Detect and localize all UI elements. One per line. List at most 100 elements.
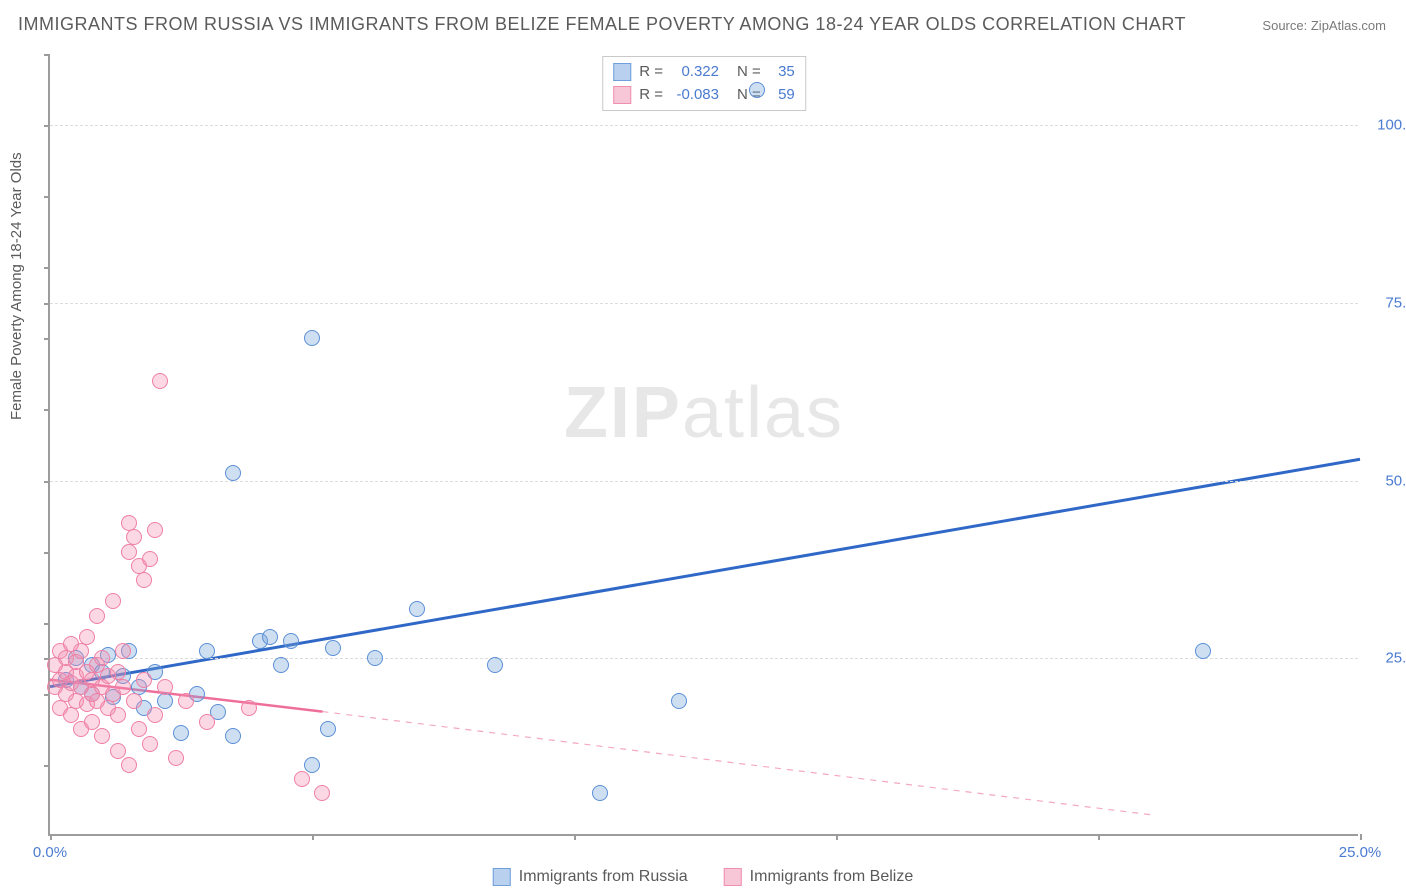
x-tick bbox=[50, 834, 52, 840]
plot-area: ZIPatlas R = 0.322 N = 35 R = -0.083 N =… bbox=[48, 54, 1358, 836]
gridline bbox=[50, 303, 1358, 304]
legend-label-belize: Immigrants from Belize bbox=[750, 868, 914, 886]
chart-container: IMMIGRANTS FROM RUSSIA VS IMMIGRANTS FRO… bbox=[0, 0, 1406, 892]
data-point-belize bbox=[79, 629, 95, 645]
data-point-russia bbox=[225, 465, 241, 481]
data-point-russia bbox=[262, 629, 278, 645]
data-point-russia bbox=[304, 757, 320, 773]
x-tick bbox=[1098, 834, 1100, 840]
data-point-belize bbox=[94, 728, 110, 744]
trend-line bbox=[50, 459, 1360, 686]
data-point-russia bbox=[409, 601, 425, 617]
data-point-russia bbox=[1195, 643, 1211, 659]
n-value-russia: 35 bbox=[769, 61, 795, 84]
data-point-belize bbox=[147, 522, 163, 538]
legend-label-russia: Immigrants from Russia bbox=[519, 868, 688, 886]
data-point-belize bbox=[314, 785, 330, 801]
legend-item-russia: Immigrants from Russia bbox=[493, 868, 688, 886]
y-tick bbox=[44, 552, 50, 554]
data-point-belize bbox=[121, 544, 137, 560]
y-tick-label: 75.0% bbox=[1368, 294, 1406, 311]
stats-row-belize: R = -0.083 N = 59 bbox=[613, 84, 795, 107]
data-point-belize bbox=[199, 714, 215, 730]
data-point-russia bbox=[199, 643, 215, 659]
y-tick bbox=[44, 765, 50, 767]
y-tick-label: 50.0% bbox=[1368, 472, 1406, 489]
x-tick bbox=[1360, 834, 1362, 840]
r-label-russia: R = bbox=[639, 61, 663, 84]
watermark-bold: ZIP bbox=[564, 373, 682, 453]
data-point-russia bbox=[367, 650, 383, 666]
x-tick bbox=[574, 834, 576, 840]
data-point-belize bbox=[110, 707, 126, 723]
data-point-belize bbox=[126, 693, 142, 709]
y-tick bbox=[44, 694, 50, 696]
data-point-belize bbox=[147, 707, 163, 723]
data-point-belize bbox=[110, 743, 126, 759]
data-point-belize bbox=[131, 721, 147, 737]
source-value: ZipAtlas.com bbox=[1311, 18, 1386, 33]
n-label-russia: N = bbox=[737, 61, 761, 84]
legend-item-belize: Immigrants from Belize bbox=[724, 868, 914, 886]
data-point-russia bbox=[157, 693, 173, 709]
data-point-russia bbox=[320, 721, 336, 737]
data-point-belize bbox=[294, 771, 310, 787]
chart-title: IMMIGRANTS FROM RUSSIA VS IMMIGRANTS FRO… bbox=[18, 14, 1186, 35]
r-value-russia: 0.322 bbox=[671, 61, 719, 84]
y-tick-label: 25.0% bbox=[1368, 650, 1406, 667]
data-point-belize bbox=[94, 650, 110, 666]
stats-legend-box: R = 0.322 N = 35 R = -0.083 N = 59 bbox=[602, 56, 806, 111]
gridline bbox=[50, 481, 1358, 482]
gridline bbox=[50, 658, 1358, 659]
y-tick bbox=[44, 409, 50, 411]
data-point-belize bbox=[136, 672, 152, 688]
x-tick-label: 0.0% bbox=[33, 844, 67, 861]
y-axis-label: Female Poverty Among 18-24 Year Olds bbox=[8, 152, 25, 420]
y-tick bbox=[44, 125, 50, 127]
data-point-belize bbox=[115, 679, 131, 695]
data-point-russia bbox=[225, 728, 241, 744]
data-point-belize bbox=[89, 608, 105, 624]
data-point-belize bbox=[168, 750, 184, 766]
x-tick-label: 25.0% bbox=[1339, 844, 1382, 861]
y-tick bbox=[44, 267, 50, 269]
source-label: Source: bbox=[1262, 18, 1307, 33]
source-attribution: Source: ZipAtlas.com bbox=[1262, 18, 1386, 33]
y-tick bbox=[44, 303, 50, 305]
legend-swatch-russia bbox=[493, 868, 511, 886]
data-point-belize bbox=[241, 700, 257, 716]
data-point-russia bbox=[592, 785, 608, 801]
data-point-russia bbox=[173, 725, 189, 741]
data-point-belize bbox=[152, 373, 168, 389]
data-point-russia bbox=[304, 330, 320, 346]
data-point-belize bbox=[136, 572, 152, 588]
data-point-russia bbox=[283, 633, 299, 649]
data-point-belize bbox=[73, 643, 89, 659]
y-tick bbox=[44, 623, 50, 625]
y-tick bbox=[44, 338, 50, 340]
watermark-light: atlas bbox=[682, 373, 844, 453]
r-value-belize: -0.083 bbox=[671, 84, 719, 107]
y-tick bbox=[44, 54, 50, 56]
y-tick bbox=[44, 481, 50, 483]
bottom-legend: Immigrants from Russia Immigrants from B… bbox=[487, 868, 920, 886]
data-point-belize bbox=[142, 736, 158, 752]
y-tick bbox=[44, 196, 50, 198]
x-tick bbox=[312, 834, 314, 840]
data-point-belize bbox=[121, 757, 137, 773]
r-label-belize: R = bbox=[639, 84, 663, 107]
data-point-belize bbox=[126, 529, 142, 545]
swatch-belize bbox=[613, 86, 631, 104]
n-value-belize: 59 bbox=[769, 84, 795, 107]
data-point-belize bbox=[105, 593, 121, 609]
legend-swatch-belize bbox=[724, 868, 742, 886]
data-point-russia bbox=[749, 82, 765, 98]
trend-lines-layer bbox=[50, 54, 1358, 834]
x-tick bbox=[836, 834, 838, 840]
data-point-belize bbox=[63, 707, 79, 723]
data-point-russia bbox=[273, 657, 289, 673]
watermark: ZIPatlas bbox=[564, 372, 844, 454]
trend-line bbox=[322, 712, 1150, 815]
data-point-belize bbox=[142, 551, 158, 567]
data-point-russia bbox=[487, 657, 503, 673]
